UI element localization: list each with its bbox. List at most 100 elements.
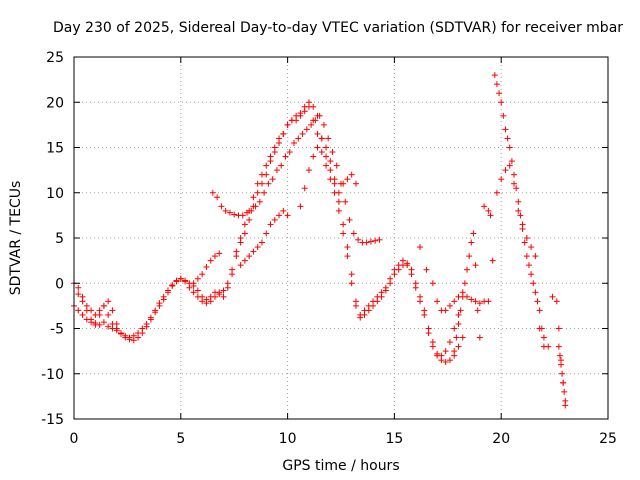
data-point [498, 176, 505, 183]
data-point [506, 144, 513, 151]
data-point [461, 280, 468, 287]
data-point [308, 121, 315, 128]
data-point [511, 171, 518, 178]
data-point [301, 108, 308, 115]
data-point [508, 158, 515, 165]
data-point [229, 266, 236, 273]
data-point [423, 266, 430, 273]
data-point [100, 302, 107, 309]
x-tick-label: 10 [279, 431, 297, 447]
y-axis-label: SDTVAR / TECUs [8, 181, 24, 296]
data-point [226, 209, 233, 216]
data-point [500, 112, 507, 119]
data-point [96, 311, 103, 318]
data-point [374, 298, 381, 305]
data-point [194, 287, 201, 294]
data-point [559, 370, 566, 377]
data-point [466, 253, 473, 260]
data-point [135, 330, 142, 337]
data-point [267, 153, 274, 160]
data-point [370, 302, 377, 309]
x-tick-label: 25 [599, 431, 617, 447]
data-point [327, 167, 334, 174]
data-point [549, 293, 556, 300]
data-point [211, 293, 218, 300]
data-point [391, 271, 398, 278]
data-point [75, 291, 82, 298]
data-point [147, 314, 154, 321]
data-point [560, 379, 567, 386]
data-point [320, 121, 327, 128]
data-point [164, 287, 171, 294]
data-point [88, 316, 95, 323]
data-point [558, 361, 565, 368]
data-point [523, 235, 530, 241]
data-point [92, 320, 99, 327]
data-point [421, 311, 428, 318]
data-point [329, 149, 336, 156]
data-point [96, 321, 103, 328]
data-point [545, 343, 552, 350]
data-point [305, 103, 312, 110]
data-point [186, 284, 193, 291]
data-point [408, 271, 415, 278]
data-point [75, 307, 82, 314]
data-point [323, 144, 330, 151]
data-point [254, 189, 261, 196]
data-point [340, 221, 347, 228]
data-point [83, 307, 90, 314]
data-point [491, 72, 498, 79]
data-point [344, 176, 351, 183]
data-point [493, 81, 500, 88]
data-point [156, 300, 163, 307]
data-point [453, 334, 460, 341]
data-point [100, 319, 107, 326]
x-tick-label: 15 [385, 431, 403, 447]
data-point [194, 293, 201, 300]
y-tick-label: 25 [46, 50, 64, 66]
x-tick-label: 20 [492, 431, 510, 447]
data-point [194, 275, 201, 282]
data-point [276, 212, 283, 219]
data-point [357, 314, 364, 321]
data-point [536, 307, 543, 314]
data-point [451, 348, 458, 355]
data-point [434, 350, 441, 357]
data-point [517, 212, 524, 219]
axis-ticks: 0 5 10 15 20 25 -15 -10 -5 0 5 10 15 20 25 [41, 50, 617, 447]
data-point [280, 130, 287, 137]
data-point [258, 171, 265, 178]
x-tick-label: 5 [176, 431, 185, 447]
data-point [203, 300, 210, 307]
data-point [295, 135, 302, 142]
data-point [241, 221, 248, 228]
data-point [417, 298, 424, 305]
data-point [470, 230, 477, 237]
data-point [190, 280, 197, 287]
data-point [489, 257, 496, 264]
data-point [109, 307, 116, 314]
data-point [348, 280, 355, 287]
data-point [487, 212, 494, 219]
data-point [346, 216, 353, 223]
data-point [250, 248, 257, 255]
data-point [199, 298, 206, 305]
data-point [305, 167, 312, 174]
data-point [293, 117, 300, 124]
data-point [271, 144, 278, 151]
data-point [540, 334, 547, 341]
data-point [378, 293, 385, 300]
data-point [352, 180, 359, 187]
data-point [442, 307, 449, 314]
data-point [519, 225, 526, 232]
data-point [429, 343, 436, 350]
data-point [122, 332, 129, 339]
data-point [331, 176, 338, 183]
data-point [442, 348, 449, 355]
data-point [233, 248, 240, 255]
data-point [173, 277, 180, 284]
data-point [207, 257, 214, 264]
data-point [284, 212, 291, 219]
data-point [350, 230, 357, 237]
data-point [335, 189, 342, 196]
